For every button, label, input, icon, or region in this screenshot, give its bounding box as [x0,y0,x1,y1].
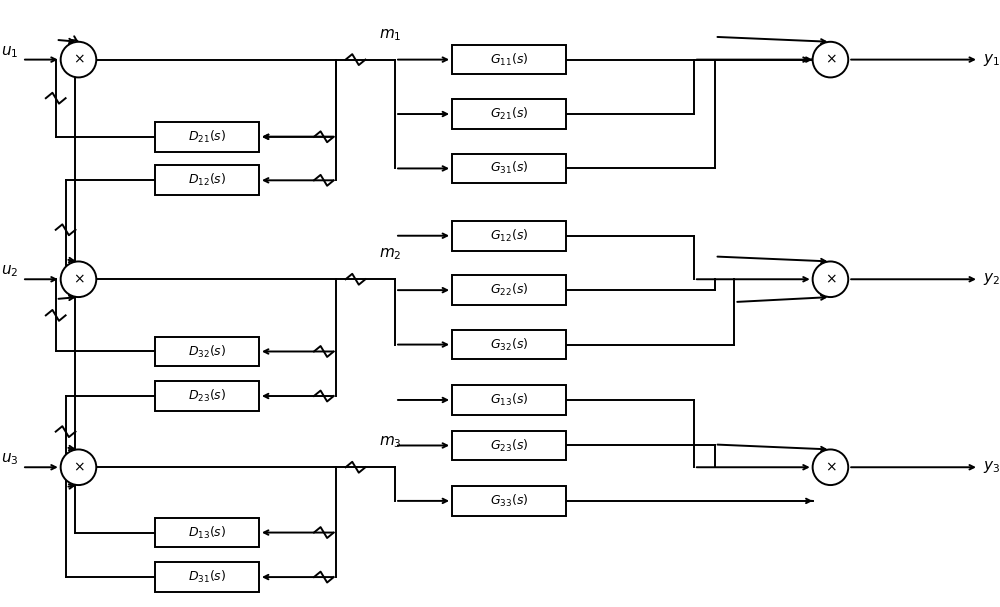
Text: $D_{13}(s)$: $D_{13}(s)$ [188,524,226,541]
Text: $\boldsymbol{u_{3}}$: $\boldsymbol{u_{3}}$ [1,452,18,467]
Text: $\boldsymbol{m_{2}}$: $\boldsymbol{m_{2}}$ [379,246,401,262]
Text: $\times$: $\times$ [825,460,836,474]
Text: $D_{31}(s)$: $D_{31}(s)$ [188,569,226,585]
Text: $G_{21}(s)$: $G_{21}(s)$ [490,106,528,122]
Text: $\boldsymbol{y_{1}}$: $\boldsymbol{y_{1}}$ [983,52,1000,67]
Circle shape [813,449,848,485]
Text: $\times$: $\times$ [73,460,84,474]
Text: $\boldsymbol{m_{3}}$: $\boldsymbol{m_{3}}$ [379,435,402,450]
FancyBboxPatch shape [452,430,566,460]
Text: $\boldsymbol{u_{1}}$: $\boldsymbol{u_{1}}$ [1,44,18,59]
Text: $G_{33}(s)$: $G_{33}(s)$ [490,493,528,509]
FancyBboxPatch shape [452,154,566,183]
FancyBboxPatch shape [155,381,259,411]
Text: $\boldsymbol{y_{3}}$: $\boldsymbol{y_{3}}$ [983,459,1000,475]
Text: $D_{21}(s)$: $D_{21}(s)$ [188,129,226,145]
Text: $\times$: $\times$ [825,53,836,67]
Circle shape [813,42,848,78]
FancyBboxPatch shape [155,122,259,152]
FancyBboxPatch shape [452,276,566,305]
FancyBboxPatch shape [452,99,566,129]
Text: $\boldsymbol{u_{2}}$: $\boldsymbol{u_{2}}$ [1,263,18,279]
Circle shape [61,42,96,78]
FancyBboxPatch shape [452,385,566,415]
Text: $\times$: $\times$ [73,273,84,287]
Text: $\times$: $\times$ [825,273,836,287]
FancyBboxPatch shape [452,221,566,251]
Text: $D_{12}(s)$: $D_{12}(s)$ [188,172,226,188]
FancyBboxPatch shape [452,330,566,359]
FancyBboxPatch shape [155,166,259,195]
Circle shape [61,449,96,485]
Circle shape [813,262,848,297]
FancyBboxPatch shape [452,45,566,75]
Text: $D_{32}(s)$: $D_{32}(s)$ [188,344,226,359]
FancyBboxPatch shape [452,486,566,516]
Text: $G_{32}(s)$: $G_{32}(s)$ [490,336,528,353]
FancyBboxPatch shape [155,518,259,548]
Text: $G_{22}(s)$: $G_{22}(s)$ [490,282,528,298]
FancyBboxPatch shape [155,562,259,592]
Text: $G_{11}(s)$: $G_{11}(s)$ [490,52,528,67]
Text: $\boldsymbol{y_{2}}$: $\boldsymbol{y_{2}}$ [983,271,1000,287]
Text: $G_{13}(s)$: $G_{13}(s)$ [490,392,528,408]
FancyBboxPatch shape [155,337,259,367]
Text: $G_{23}(s)$: $G_{23}(s)$ [490,438,528,453]
Text: $\times$: $\times$ [73,53,84,67]
Text: $\boldsymbol{m_{1}}$: $\boldsymbol{m_{1}}$ [379,27,401,42]
Text: $G_{31}(s)$: $G_{31}(s)$ [490,160,528,177]
Text: $D_{23}(s)$: $D_{23}(s)$ [188,388,226,404]
Text: $G_{12}(s)$: $G_{12}(s)$ [490,228,528,244]
Circle shape [61,262,96,297]
